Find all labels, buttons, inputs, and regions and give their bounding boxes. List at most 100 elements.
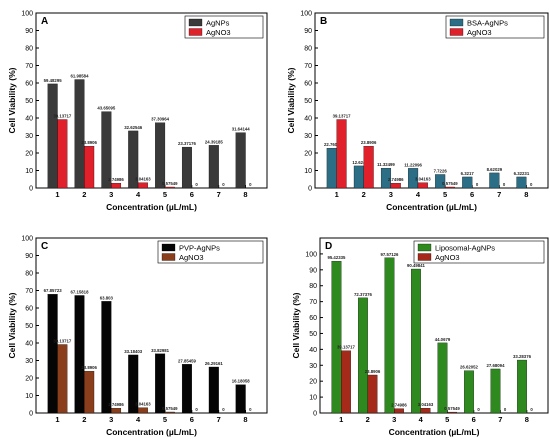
data-label: 7.7226: [434, 168, 448, 173]
data-label: 0.57549: [444, 406, 460, 411]
data-label: 0: [222, 407, 225, 412]
y-tick-label: 100: [21, 11, 33, 18]
x-tick-label: 1: [55, 190, 59, 199]
data-label: 31.64144: [232, 127, 251, 132]
y-tick-label: 90: [25, 28, 33, 35]
data-label: 63.803: [100, 295, 114, 300]
bar-agno3: [111, 183, 122, 189]
bar-np: [74, 295, 85, 414]
data-label: 0: [477, 407, 480, 412]
data-label: 22.7609: [324, 142, 340, 147]
data-label: 39.13717: [333, 114, 352, 119]
data-label: 67.85723: [44, 288, 63, 293]
x-tick-label: 5: [445, 415, 449, 424]
data-label: 26.29161: [205, 361, 224, 366]
y-tick-label: 90: [304, 28, 312, 35]
x-tick-label: 4: [136, 415, 141, 424]
x-tick-label: 4: [136, 190, 141, 199]
x-tick-label: 5: [163, 415, 167, 424]
bar-agno3: [57, 119, 68, 189]
x-tick-label: 7: [498, 415, 502, 424]
data-label: 0: [195, 182, 198, 187]
bar-agno3: [341, 350, 351, 414]
data-label: 0: [249, 407, 252, 412]
data-label: 0.57549: [162, 406, 178, 411]
legend-swatch: [449, 18, 464, 27]
x-tick-label: 1: [55, 415, 59, 424]
y-tick-label: 80: [25, 46, 33, 53]
x-tick-label: 3: [109, 190, 113, 199]
bar-agno3: [57, 344, 68, 414]
y-tick-label: 0: [308, 186, 312, 193]
panel-d: 0 10 20 30 40 50 60 70 80 90 100 1 2 3 4 5 6 7 8 95.42335 72…: [291, 237, 549, 437]
y-tick-label: 100: [305, 251, 317, 258]
x-tick-label: 7: [217, 415, 221, 424]
bar-np: [435, 174, 446, 189]
x-tick-label: 7: [217, 190, 221, 199]
x-axis-title: Concentration (µL/mL): [106, 202, 197, 212]
data-label: 3.04163: [135, 402, 151, 407]
bar-np: [208, 145, 219, 189]
bar-np: [208, 366, 219, 414]
data-label: 6.32231: [514, 171, 530, 176]
x-tick-label: 3: [389, 190, 393, 199]
data-label: 61.98584: [71, 74, 90, 79]
bar-agno3: [447, 411, 457, 414]
bar-np: [517, 359, 527, 414]
data-label: 3.04163: [135, 177, 151, 182]
legend-label: AgNO3: [179, 253, 204, 262]
y-axis-title: Cell Viability (%): [291, 292, 301, 358]
y-tick-label: 80: [309, 283, 317, 290]
panel-label: A: [41, 16, 48, 27]
bar-np: [235, 132, 246, 189]
x-axis-title: Concentration (µL/mL): [106, 427, 197, 437]
x-tick-label: 6: [190, 190, 194, 199]
bar-np: [155, 353, 166, 414]
data-label: 39.13717: [53, 114, 72, 119]
data-label: 44.0679: [435, 337, 451, 342]
y-tick-label: 50: [309, 331, 317, 338]
data-label: 26.62052: [460, 365, 479, 370]
legend-swatch: [188, 28, 203, 36]
bar-np: [101, 111, 112, 189]
legend-label: AgNPs: [206, 18, 230, 27]
y-tick-label: 90: [309, 267, 317, 274]
plot-frame: [314, 12, 549, 189]
bar-agno3: [111, 408, 122, 414]
panel-b: 0 10 20 30 40 50 60 70 80 90 100 1 2 3 4 5 6 7 8 22.7609 12.…: [286, 11, 549, 212]
x-tick-label: 5: [163, 190, 167, 199]
x-tick-label: 8: [524, 190, 528, 199]
data-label: 6.3217: [461, 171, 475, 176]
x-axis-title: Concentration (µL/mL): [386, 202, 477, 212]
data-label: 8.62029: [487, 167, 503, 172]
bar-agno3: [84, 146, 95, 189]
data-label: 2.74986: [108, 402, 124, 407]
y-tick-label: 10: [25, 393, 33, 400]
x-tick-label: 8: [243, 190, 247, 199]
x-tick-label: 1: [335, 190, 339, 199]
data-label: 33.82981: [151, 348, 170, 353]
legend-swatch: [417, 243, 432, 252]
data-label: 23.8906: [81, 140, 97, 145]
y-tick-label: 30: [25, 133, 33, 140]
bar-np: [408, 168, 419, 189]
data-label: 39.13717: [337, 345, 356, 350]
legend-label: Liposomal-AgNPs: [435, 243, 495, 252]
bar-np: [101, 301, 112, 414]
y-tick-label: 20: [309, 379, 317, 386]
x-tick-label: 2: [82, 190, 86, 199]
data-label: 37.30964: [151, 117, 170, 122]
y-axis-title: Cell Viability (%): [7, 292, 17, 358]
y-tick-label: 40: [304, 116, 312, 123]
data-label: 2.74986: [108, 177, 124, 182]
data-label: 0: [476, 182, 479, 187]
bar-np: [326, 148, 337, 189]
data-label: 0: [530, 407, 533, 412]
data-label: 32.62546: [124, 125, 143, 130]
bar-agno3: [363, 146, 374, 189]
bar-agno3: [137, 407, 148, 414]
bar-agno3: [336, 119, 347, 189]
legend-box: [413, 240, 545, 264]
data-label: 12.624: [352, 160, 366, 165]
